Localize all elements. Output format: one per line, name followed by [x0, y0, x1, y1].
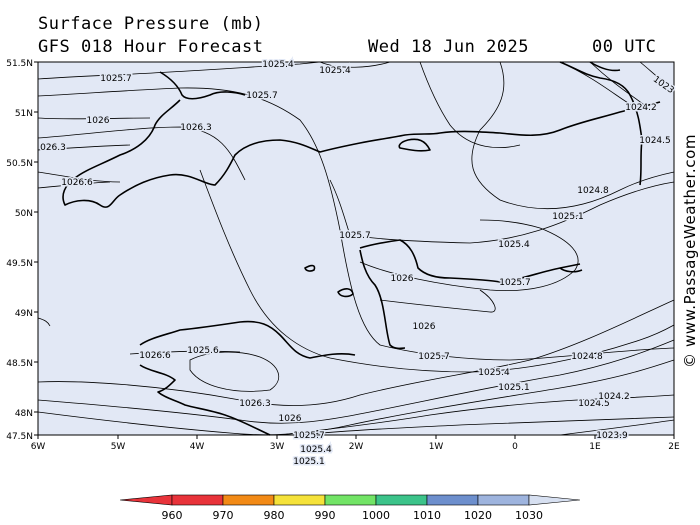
isobars — [37, 61, 675, 436]
lon-label: 3W — [270, 442, 285, 452]
latitude-labels: 51.5N 51N 50.5N 50N 49.5N 49N 48.5N 48N … — [6, 59, 33, 442]
colorbar-label: 960 — [162, 509, 183, 522]
isobar-label: 1025.7 — [246, 91, 278, 101]
colorbar-tip-low — [119, 494, 173, 506]
map-background — [38, 62, 674, 435]
isobar-label: 1025.7 — [418, 352, 450, 362]
colorbar-segment — [171, 494, 224, 506]
axis-ticks — [34, 61, 675, 439]
lat-label: 48N — [15, 409, 33, 419]
isobar-label: 1025.7 — [293, 431, 325, 441]
coastlines — [62, 61, 661, 436]
isobar-label: 1026.6 — [61, 178, 93, 188]
lon-label: 6W — [31, 442, 46, 452]
colorbar-segment — [477, 494, 530, 506]
isobar-label: 1025.6 — [187, 346, 219, 356]
lat-label: 49.5N — [6, 259, 33, 269]
isobar-label: 1025.1 — [293, 457, 325, 467]
isobar-label: 1024.2 — [625, 103, 657, 113]
isobar-label: 1026 — [279, 414, 302, 424]
lon-label: 0 — [512, 442, 518, 452]
lat-label: 50N — [15, 209, 33, 219]
isobar-label: 1026 — [87, 116, 110, 126]
isobar-label: 1025.7 — [499, 278, 531, 288]
isobar-label: 1025.1 — [552, 212, 584, 222]
run-time: 00 UTC — [592, 37, 657, 57]
isobar-label: 1026 — [413, 322, 436, 332]
colorbar-segment — [426, 494, 479, 506]
isobar-label: 1025.4 — [319, 66, 351, 76]
isobar-label: 026.3 — [40, 143, 66, 153]
colorbar-label: 1010 — [413, 509, 441, 522]
lon-label: 2W — [349, 442, 364, 452]
colorbar-label: 970 — [213, 509, 234, 522]
colorbar-label: 1030 — [515, 509, 543, 522]
isobar-label: 1025.1 — [498, 383, 530, 393]
isobar-label: 1024.8 — [571, 352, 603, 362]
isobar-label: 1024.5 — [639, 136, 671, 146]
isobar-label: 1023.9 — [596, 431, 628, 441]
colorbar-tip-high — [528, 494, 581, 506]
isobar-label: 1026 — [391, 274, 414, 284]
longitude-labels: 6W 5W 4W 3W 2W 1W 0 1E 2E — [31, 442, 680, 452]
lat-label: 47.5N — [6, 432, 33, 442]
chart-subtitle: GFS 018 Hour Forecast — [38, 37, 264, 57]
lat-label: 51N — [15, 109, 33, 119]
colorbar-label: 1000 — [362, 509, 390, 522]
isobar-label: 1024.5 — [578, 399, 610, 409]
isobar-label: 1026.3 — [239, 399, 271, 409]
lon-label: 1W — [429, 442, 444, 452]
lat-label: 49N — [15, 309, 33, 319]
colorbar-segment — [324, 494, 377, 506]
isobar-label: 1025.4 — [498, 240, 530, 250]
valid-date: Wed 18 Jun 2025 — [368, 37, 530, 57]
isobar-label: 1025.4 — [478, 368, 510, 378]
colorbar-segment — [273, 494, 326, 506]
colorbar-label: 990 — [315, 509, 336, 522]
chart-title: Surface Pressure (mb) — [38, 14, 264, 34]
colorbar-label: 1020 — [464, 509, 492, 522]
isobar-label: 1024.2 — [598, 392, 630, 402]
lat-label: 48.5N — [6, 359, 33, 369]
isobar-label: 1026.6 — [139, 351, 171, 361]
isobar-label: 1024.8 — [577, 186, 609, 196]
lon-label: 4W — [190, 442, 205, 452]
isobar-label: 1026.3 — [180, 123, 212, 133]
lon-label: 2E — [668, 442, 680, 452]
lat-label: 50.5N — [6, 159, 33, 169]
colorbar-label: 980 — [264, 509, 285, 522]
isobar-label: 1025.4 — [300, 445, 332, 455]
isobar-label: 1025.7 — [100, 74, 132, 84]
colorbar-labels: 960 970 980 990 1000 1010 1020 1030 — [162, 509, 544, 522]
colorbar-segment — [222, 494, 275, 506]
colorbar — [119, 494, 581, 506]
isobar-label: 1025.4 — [262, 60, 294, 70]
lat-label: 51.5N — [6, 59, 33, 69]
colorbar-segment — [375, 494, 428, 506]
isobar-label: 1025.7 — [339, 231, 371, 241]
lon-label: 5W — [111, 442, 126, 452]
lon-label: 1E — [589, 442, 601, 452]
